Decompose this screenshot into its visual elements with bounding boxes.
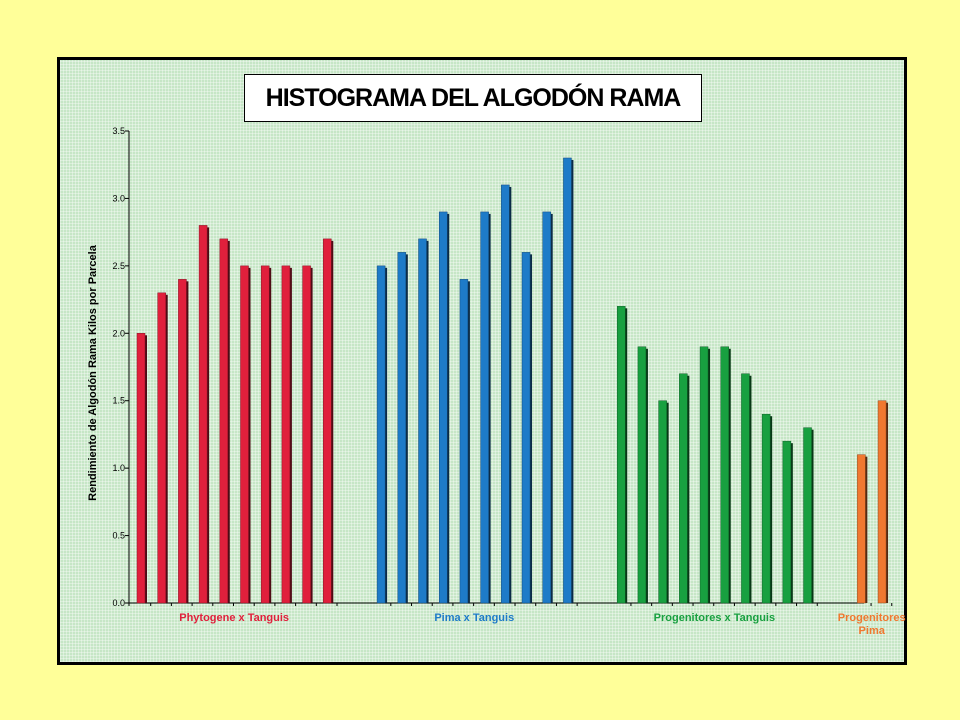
y-tick-label: 3.0 <box>112 193 125 203</box>
bar <box>699 346 709 604</box>
bar <box>198 225 208 604</box>
bar <box>376 265 386 604</box>
group-label: Pima x Tanguis <box>434 612 515 624</box>
bar <box>480 211 489 604</box>
bar <box>877 400 887 604</box>
bar <box>857 454 866 604</box>
bar <box>803 427 812 604</box>
group-label: Progenitores Pima <box>837 612 906 637</box>
bar <box>281 265 291 604</box>
bar <box>136 333 146 604</box>
bar <box>679 373 688 604</box>
bar <box>616 306 626 604</box>
bar <box>323 238 332 604</box>
y-tick-label: 1.0 <box>112 463 125 473</box>
bars <box>136 157 889 604</box>
bar <box>637 346 647 604</box>
bar <box>459 279 469 604</box>
bar <box>178 279 187 604</box>
bar <box>438 211 448 604</box>
bar <box>302 265 311 604</box>
bar <box>418 238 427 604</box>
chart-title: HISTOGRAMA DEL ALGODÓN RAMA <box>265 83 682 112</box>
title-box: HISTOGRAMA DEL ALGODÓN RAMA <box>244 74 702 122</box>
bar <box>260 265 270 604</box>
y-tick-label: 2.5 <box>112 261 125 271</box>
bar <box>397 252 407 604</box>
group-label: Progenitores x Tanguis <box>653 612 776 624</box>
bar <box>761 413 771 604</box>
bar <box>658 400 667 604</box>
bar <box>542 211 551 604</box>
y-axis-label: Rendimiento de Algodón Rama Kilos por Pa… <box>87 245 99 501</box>
bar <box>157 292 166 604</box>
bar <box>240 265 249 604</box>
bar <box>563 157 572 604</box>
bar <box>782 440 792 604</box>
y-tick-label: 1.5 <box>112 396 125 406</box>
y-tick-label: 2.0 <box>112 328 125 338</box>
y-tick-label: 0.5 <box>112 531 125 541</box>
bar <box>219 238 229 604</box>
bar <box>501 184 510 604</box>
group-label: Phytogene x Tanguis <box>179 612 290 624</box>
bar <box>521 252 531 604</box>
bar <box>741 373 750 604</box>
bar <box>720 346 729 604</box>
y-tick-label: 3.5 <box>112 126 125 136</box>
y-tick-label: 0.0 <box>112 598 125 608</box>
